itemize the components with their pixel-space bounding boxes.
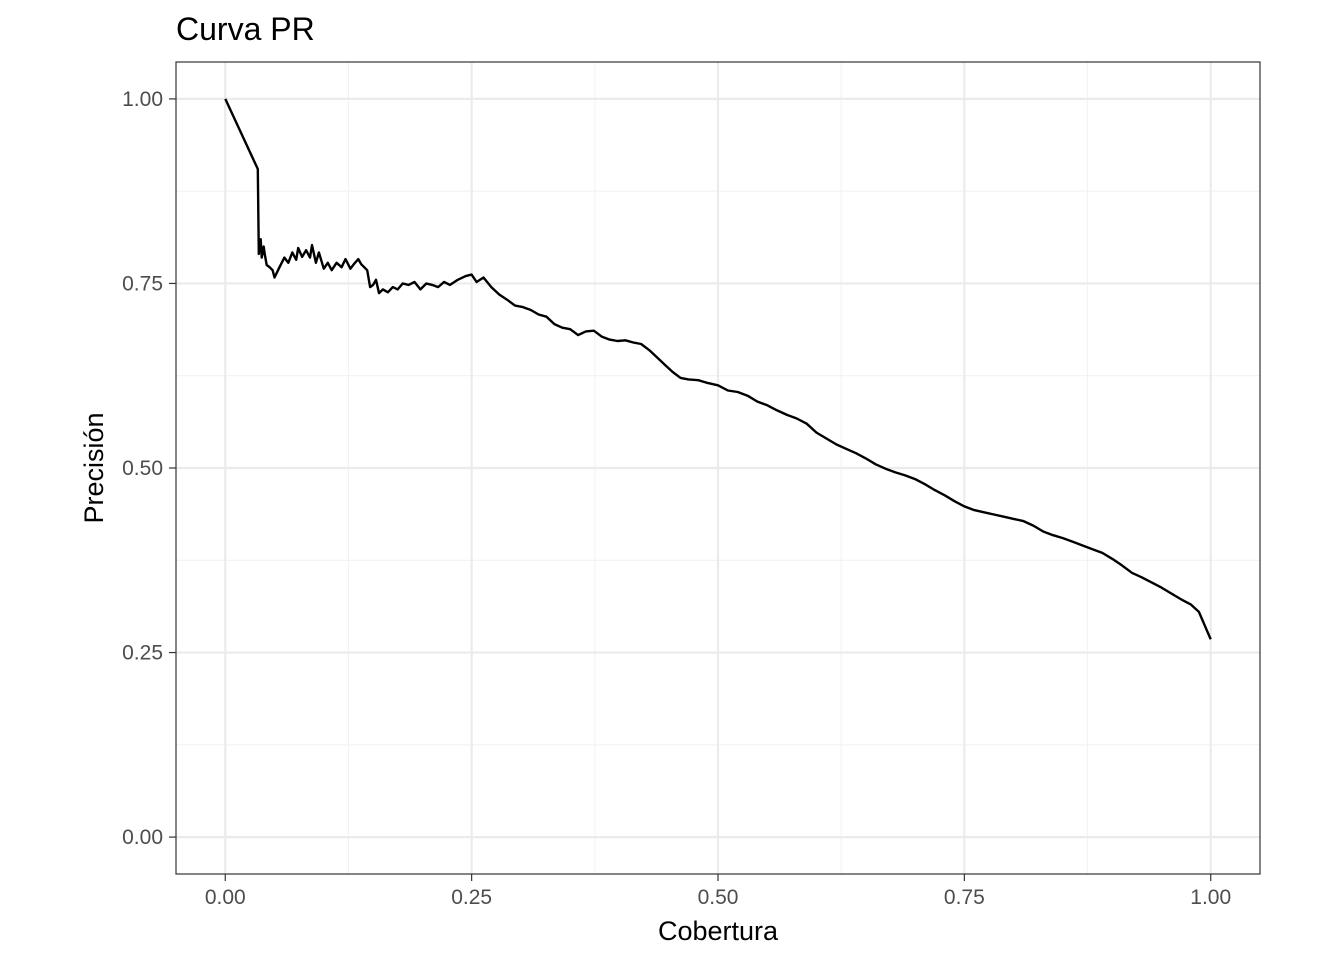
y-tick-label: 0.50 — [122, 457, 163, 480]
chart-title: Curva PR — [176, 11, 315, 47]
y-axis-ticks: 0.00 0.25 0.50 0.75 1.00 — [122, 88, 176, 849]
x-tick-label: 0.00 — [205, 886, 246, 909]
x-tick-label: 0.75 — [944, 886, 985, 909]
x-tick-label: 1.00 — [1190, 886, 1231, 909]
x-tick-label: 0.50 — [698, 886, 739, 909]
y-tick-label: 0.25 — [122, 642, 163, 665]
y-tick-label: 0.75 — [122, 272, 163, 295]
pr-curve-line — [224, 98, 1212, 640]
y-tick-label: 0.00 — [122, 826, 163, 849]
y-tick-label: 1.00 — [122, 88, 163, 111]
grid-major — [176, 62, 1260, 874]
y-axis-title: Precisión — [79, 412, 109, 523]
x-tick-label: 0.25 — [451, 886, 492, 909]
x-axis-ticks: 0.00 0.25 0.50 0.75 1.00 — [205, 874, 1231, 909]
x-axis-title: Cobertura — [658, 916, 779, 946]
